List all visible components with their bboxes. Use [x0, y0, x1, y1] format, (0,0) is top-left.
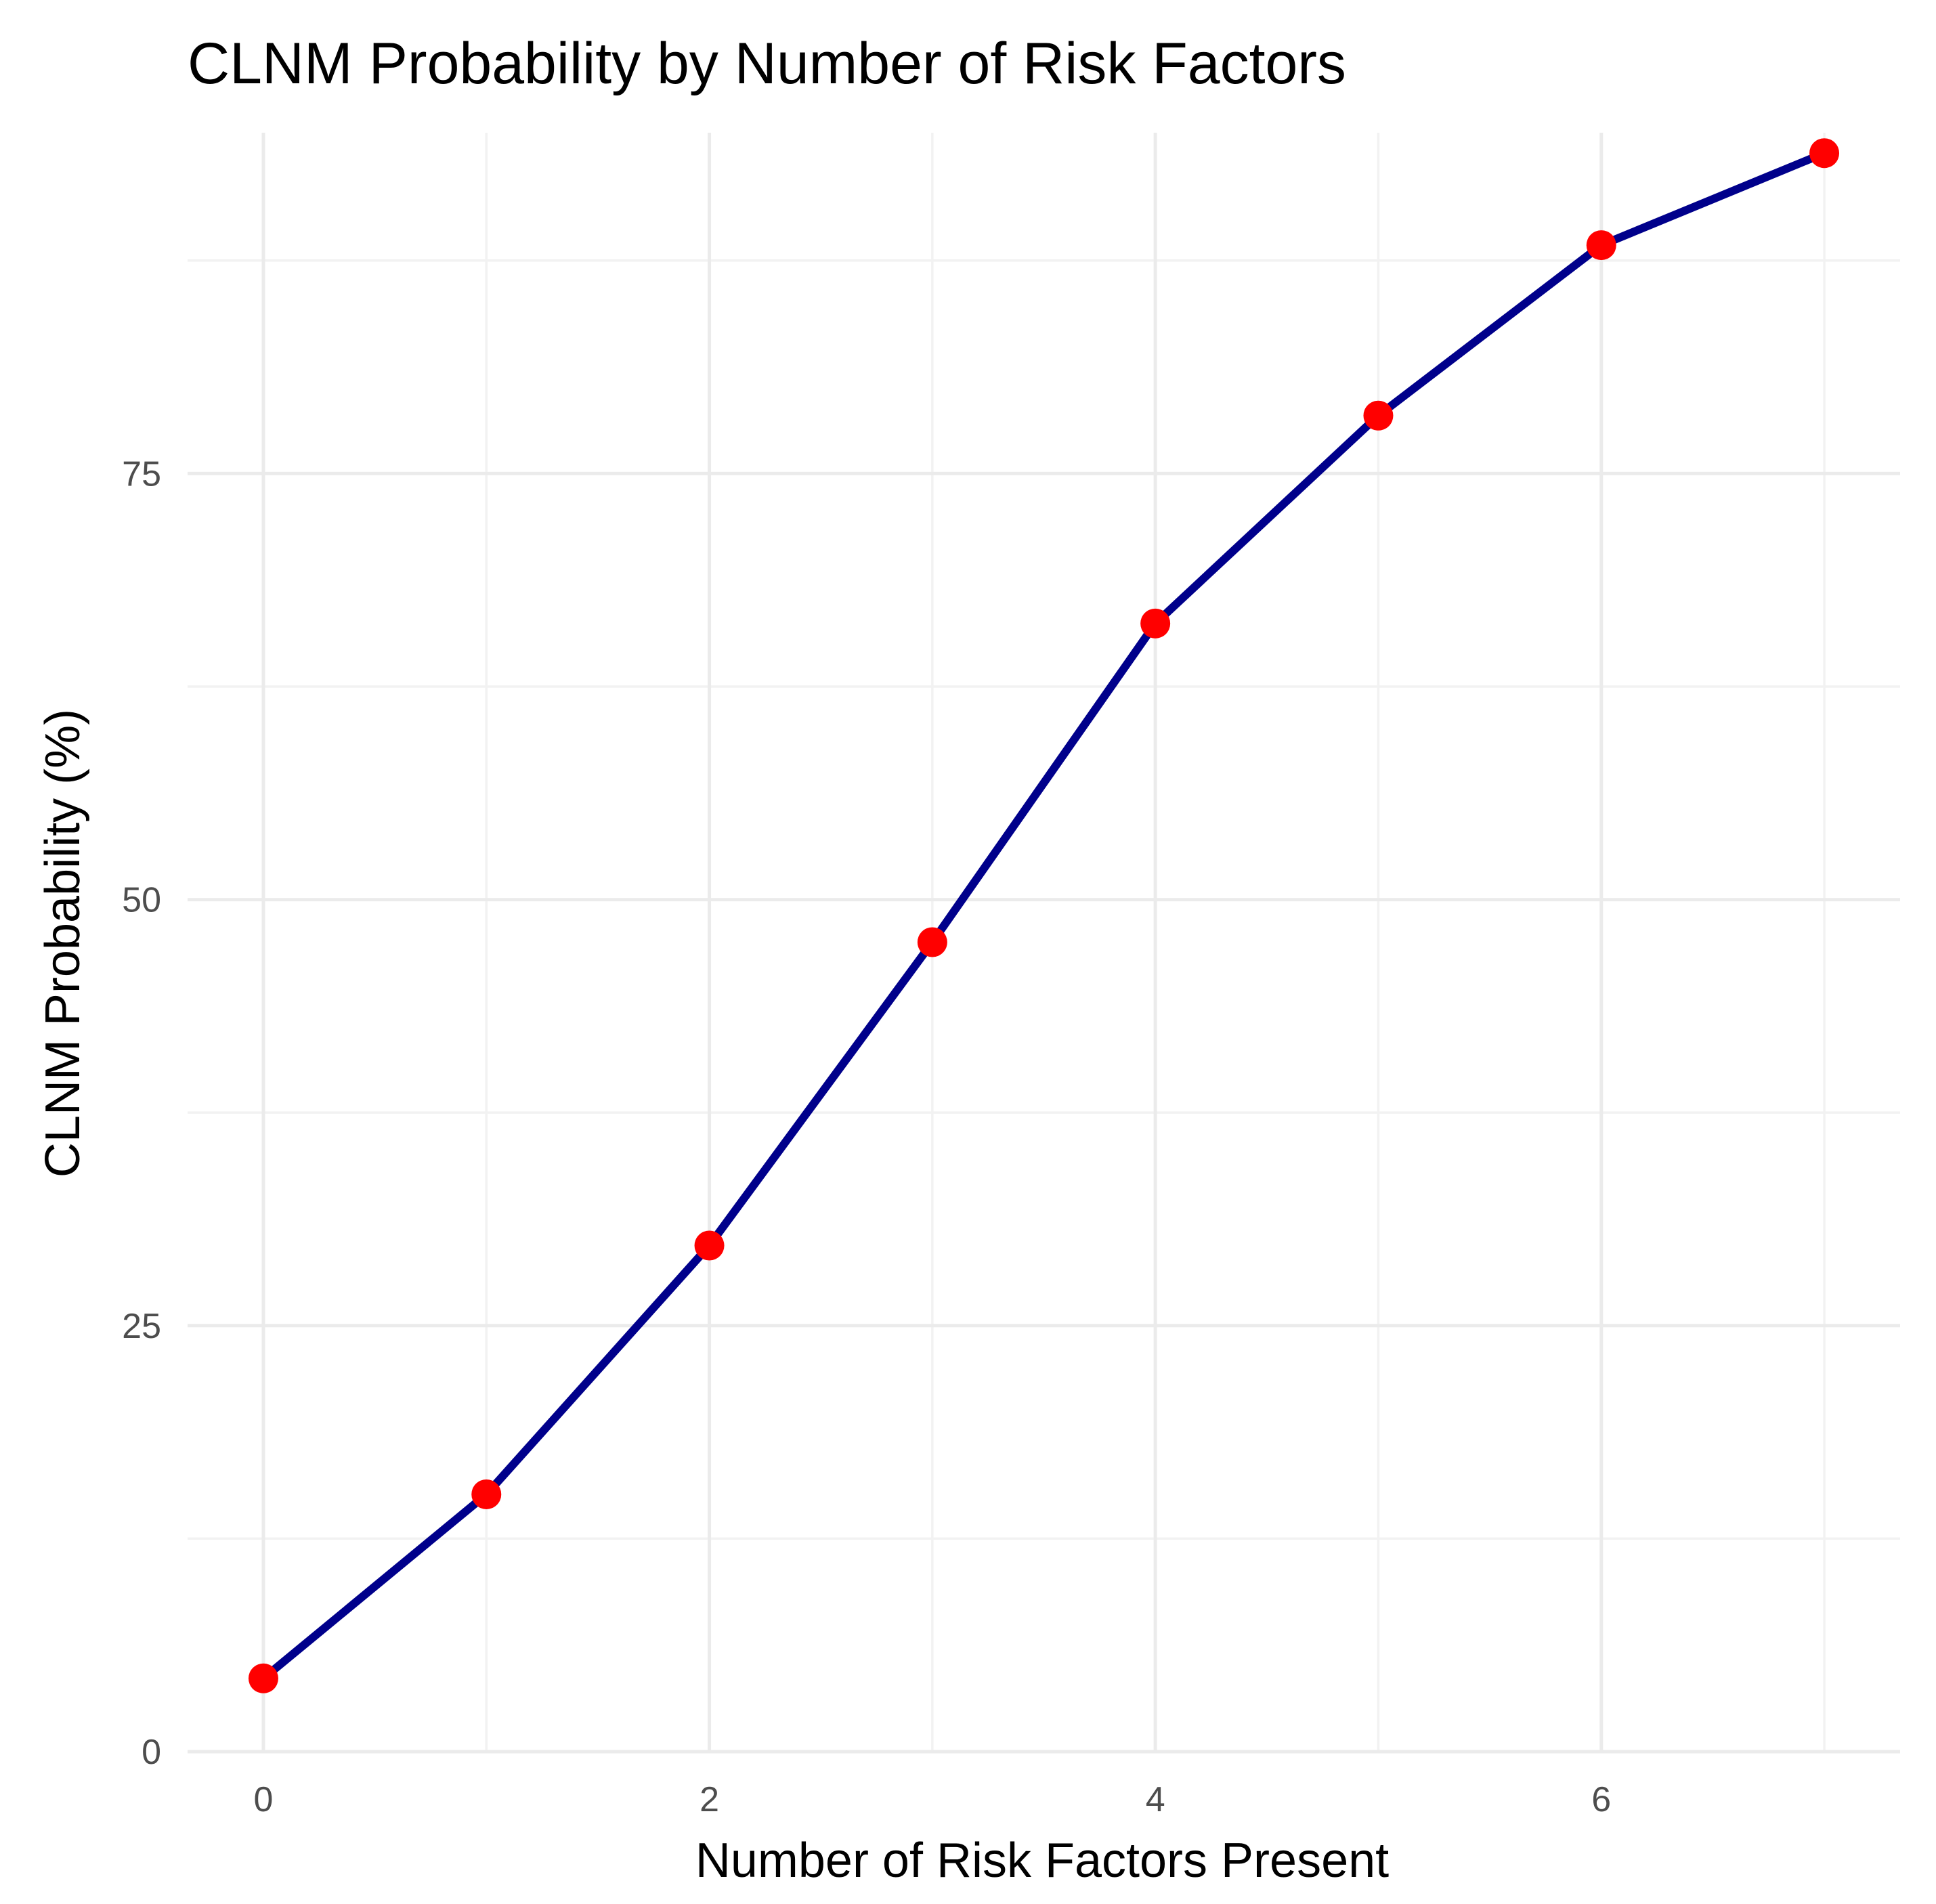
x-tick-label: 2	[700, 1780, 719, 1819]
series-line	[261, 149, 1826, 1682]
y-tick-label: 50	[122, 881, 161, 920]
series-layer	[261, 149, 1826, 1682]
chart-title: CLNM Probability by Number of Risk Facto…	[188, 31, 1346, 96]
y-tick-label: 25	[122, 1307, 161, 1346]
y-tick-label: 0	[142, 1733, 161, 1772]
data-point	[694, 1230, 725, 1261]
data-point	[1140, 608, 1171, 639]
major-gridlines	[188, 133, 1900, 1754]
x-axis-ticks: 0 2 4 6	[254, 1780, 1612, 1819]
data-point	[248, 1663, 278, 1693]
minor-gridlines	[188, 133, 1900, 1752]
data-point	[1586, 230, 1616, 261]
y-axis-label: CLNM Probability (%)	[36, 709, 90, 1177]
x-axis-label: Number of Risk Factors Present	[695, 1834, 1389, 1888]
y-tick-label: 75	[122, 454, 161, 494]
data-point	[1363, 400, 1394, 431]
data-point	[1809, 138, 1840, 169]
x-tick-label: 0	[254, 1780, 274, 1819]
x-tick-label: 6	[1591, 1780, 1611, 1819]
data-point	[917, 927, 947, 957]
y-axis-ticks: 0 25 50 75	[122, 454, 161, 1772]
data-point	[471, 1479, 502, 1509]
x-tick-label: 4	[1146, 1780, 1165, 1819]
points-layer	[248, 138, 1840, 1693]
